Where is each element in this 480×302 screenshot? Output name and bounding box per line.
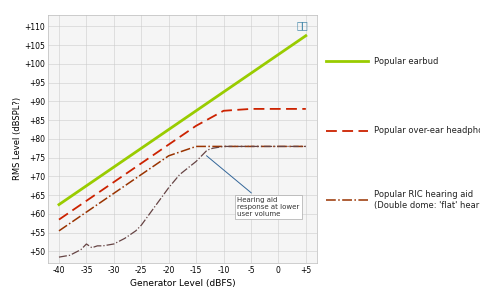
- Y-axis label: RMS Level (dBSPL?): RMS Level (dBSPL?): [12, 97, 22, 181]
- Text: Popular over-ear headphone: Popular over-ear headphone: [374, 126, 480, 135]
- Text: Ⓐⓟ: Ⓐⓟ: [297, 20, 309, 30]
- Text: Hearing aid
response at lower
user volume: Hearing aid response at lower user volum…: [206, 156, 300, 217]
- Text: Popular earbud: Popular earbud: [374, 57, 438, 66]
- X-axis label: Generator Level (dBFS): Generator Level (dBFS): [130, 279, 235, 288]
- Text: Popular RIC hearing aid
(Double dome: 'flat' hearing profile): Popular RIC hearing aid (Double dome: 'f…: [374, 190, 480, 210]
